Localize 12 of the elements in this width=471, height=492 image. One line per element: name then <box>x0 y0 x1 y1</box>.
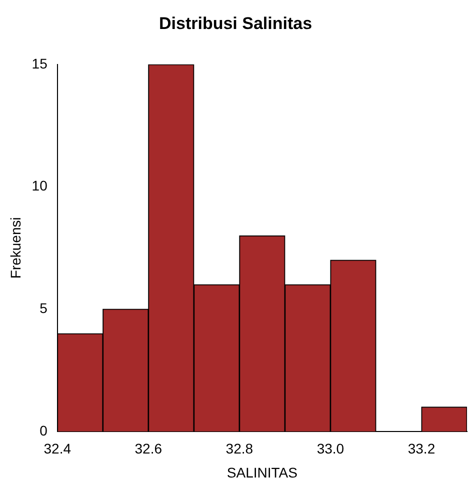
y-axis-title: Frekuensi <box>7 217 24 279</box>
chart-title: Distribusi Salinitas <box>158 14 312 33</box>
x-tick-label: 33.0 <box>316 440 344 457</box>
x-tick-label: 32.4 <box>44 440 72 457</box>
x-tick-label: 33.2 <box>408 440 436 457</box>
y-tick-label: 0 <box>40 422 48 438</box>
y-tick-label: 10 <box>32 178 48 194</box>
x-tick-label: 32.8 <box>226 440 254 457</box>
x-tick-label: 32.6 <box>134 440 162 457</box>
y-tick-label: 5 <box>40 300 48 316</box>
y-tick-label: 15 <box>32 55 48 72</box>
x-axis-title: SALINITAS <box>226 464 298 480</box>
